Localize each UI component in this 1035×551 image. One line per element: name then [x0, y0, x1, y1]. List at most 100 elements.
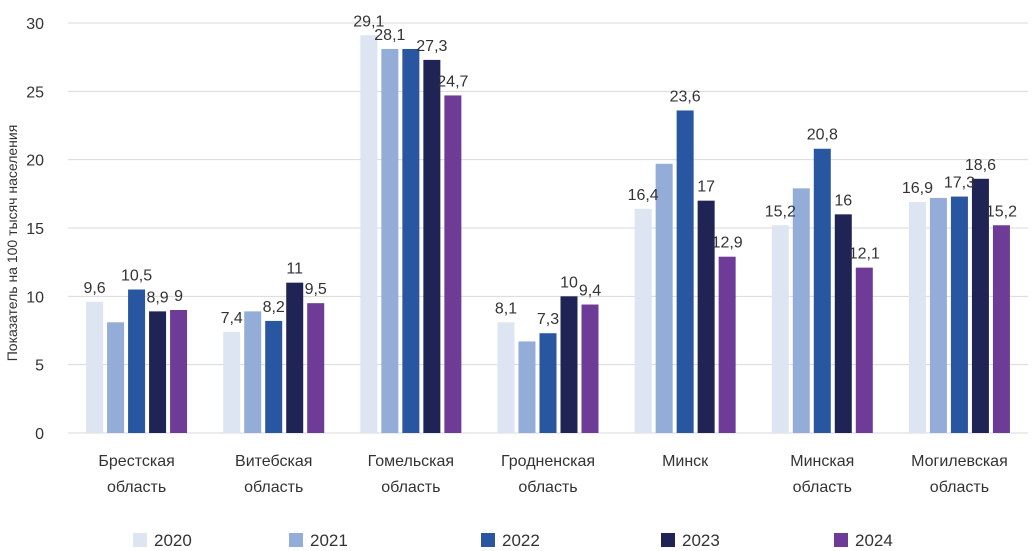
- data-label: 23,6: [670, 88, 701, 105]
- legend-swatch: [133, 533, 147, 547]
- data-label: 15,2: [986, 203, 1017, 220]
- bar: [929, 197, 947, 433]
- bar: [307, 303, 325, 433]
- bar: [676, 110, 694, 433]
- legend-swatch: [481, 533, 495, 547]
- bar: [718, 256, 736, 433]
- bar: [813, 148, 831, 433]
- legend: 2020 2021 2022 2023 2024: [133, 531, 893, 550]
- category-label: Брестская: [98, 453, 174, 470]
- data-label: 9,4: [579, 283, 601, 300]
- bar: [223, 331, 241, 433]
- category-label: область: [381, 479, 440, 496]
- category-label: Гомельская: [368, 453, 454, 470]
- category-label: область: [793, 479, 852, 496]
- data-label: 16,9: [902, 180, 933, 197]
- data-label: 8,2: [263, 299, 285, 316]
- bar: [423, 59, 441, 434]
- bar: [170, 310, 188, 433]
- bar: [992, 225, 1010, 433]
- legend-label: 2020: [154, 531, 192, 550]
- bar: [402, 48, 420, 433]
- bar: [634, 208, 652, 433]
- data-label: 8,1: [495, 300, 517, 317]
- category-label: Минск: [662, 453, 709, 470]
- data-label: 9,5: [305, 281, 327, 298]
- legend-label: 2021: [310, 531, 348, 550]
- data-label: 17: [697, 179, 715, 196]
- bar: [107, 322, 125, 433]
- bar: [149, 311, 167, 433]
- bar: [697, 200, 715, 433]
- data-label: 28,1: [374, 27, 405, 44]
- bar: [286, 282, 304, 433]
- y-tick-label: 25: [26, 84, 44, 101]
- bar: [381, 48, 399, 433]
- bar: [497, 322, 515, 433]
- legend-swatch: [289, 533, 303, 547]
- bar: [244, 311, 262, 433]
- data-label: 9,6: [83, 280, 105, 297]
- bar: [86, 301, 104, 433]
- data-label: 10,5: [121, 268, 152, 285]
- bar: [560, 296, 578, 433]
- y-tick-label: 10: [26, 289, 44, 306]
- bar: [771, 225, 789, 433]
- data-label: 12,1: [849, 246, 880, 263]
- bar: [128, 289, 146, 433]
- data-label: 18,6: [965, 157, 996, 174]
- data-label: 12,9: [712, 235, 743, 252]
- data-label: 10: [560, 274, 578, 291]
- legend-label: 2023: [682, 531, 720, 550]
- legend-swatch: [834, 533, 848, 547]
- bar: [792, 188, 810, 433]
- data-label: 20,8: [807, 127, 838, 144]
- y-axis-label: Показатель на 100 тысяч населения: [4, 125, 20, 362]
- category-label: Гродненская: [501, 453, 595, 470]
- data-label: 27,3: [416, 38, 447, 55]
- bar: [655, 163, 673, 433]
- category-labels: Брестская область Витебская область Гомельск…: [98, 453, 1007, 496]
- category-label: область: [518, 479, 577, 496]
- data-label: 17,3: [944, 175, 975, 192]
- category-label: область: [244, 479, 303, 496]
- legend-swatch: [661, 533, 675, 547]
- data-label: 29,1: [353, 13, 384, 30]
- data-label: 8,9: [146, 289, 168, 306]
- data-label: 24,7: [437, 73, 468, 90]
- bar: [950, 196, 968, 433]
- bar: [581, 304, 599, 433]
- bar: [539, 333, 557, 433]
- data-label: 11: [286, 261, 303, 278]
- category-label: Могилевская: [911, 453, 1008, 470]
- bar: [971, 178, 989, 433]
- category-label: Минская: [790, 453, 854, 470]
- legend-label: 2024: [855, 531, 893, 550]
- y-tick-label: 30: [26, 16, 44, 33]
- data-label: 7,3: [537, 311, 559, 328]
- bar: [444, 95, 462, 433]
- data-label: 16: [834, 192, 852, 209]
- data-label: 7,4: [221, 310, 243, 327]
- y-tick-label: 5: [35, 358, 44, 375]
- bar: [855, 267, 873, 433]
- bars: [86, 35, 1010, 434]
- category-label: область: [930, 479, 989, 496]
- category-label: область: [107, 479, 166, 496]
- bar: [265, 320, 283, 433]
- data-label: 9: [174, 288, 183, 305]
- y-tick-label: 20: [26, 153, 44, 170]
- bar: [518, 341, 536, 433]
- bar: [834, 214, 852, 433]
- data-label: 15,2: [765, 203, 796, 220]
- legend-label: 2022: [502, 531, 540, 550]
- bar: [908, 202, 926, 433]
- y-tick-label: 0: [35, 426, 44, 443]
- bar: [360, 35, 378, 434]
- data-labels: 9,6 10,5 8,9 9 7,4 8,2 119,5 29,128,1 27,3 24,7 8,…: [83, 13, 1017, 328]
- data-label: 16,4: [628, 187, 659, 204]
- y-axis-ticks: 0 5 10 15 20 25 30: [26, 16, 44, 443]
- category-label: Витебская: [235, 453, 312, 470]
- y-tick-label: 15: [26, 221, 44, 238]
